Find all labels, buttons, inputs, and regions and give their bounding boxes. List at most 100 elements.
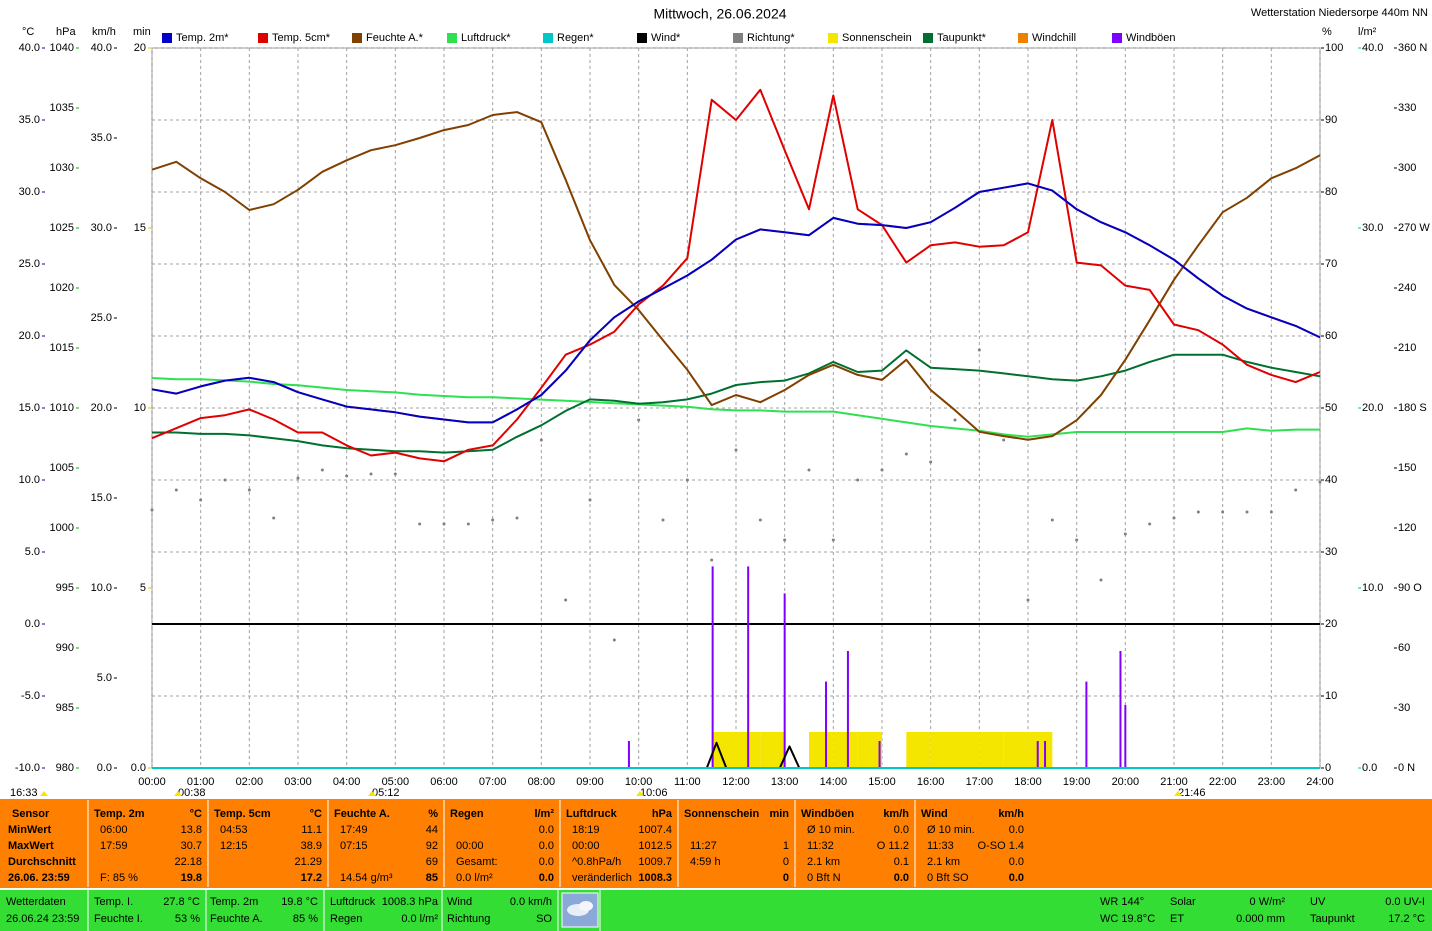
status-label: Taupunkt [1310,913,1355,925]
status-label: Feuchte I. [94,913,143,925]
summary-cell: 11:27 [690,840,717,852]
summary-header: Wind [921,808,948,820]
gust-spike [747,566,750,768]
y-tick-label: 30 [1325,546,1337,558]
x-tick-label: 22:00 [1209,776,1237,788]
summary-header: hPa [652,808,673,820]
y-tick-label: 1005 [50,462,74,474]
direction-dot [345,474,349,478]
direction-dot [1075,538,1079,542]
summary-cell: 1007.4 [638,824,672,836]
y-tick-label: 35.0 [91,132,112,144]
x-tick-label: 07:00 [479,776,507,788]
summary-cell: Ø 10 min. [807,824,855,836]
y-tick-label: 25.0 [91,312,112,324]
y-tick-label: 990 [56,642,74,654]
status-value: 0 W/m² [1250,896,1286,908]
summary-cell: 0.0 [894,872,909,884]
y-tick-label: 15.0 [91,492,112,504]
summary-cell: 0.0 l/m² [456,872,493,884]
summary-cell: 69 [426,856,438,868]
summary-cell: 04:53 [220,824,248,836]
legend-swatch [828,33,838,43]
status-wr: WR 144° [1100,896,1144,908]
direction-dot [1050,518,1054,522]
y-tick-label: 985 [56,702,74,714]
direction-dot [150,508,154,512]
direction-dot [904,452,908,456]
summary-cell: 0.0 [1009,856,1024,868]
x-tick-label: 11:00 [674,776,701,788]
chart-title: Mittwoch, 26.06.2024 [653,6,786,22]
time-marker: 10:06 [640,787,668,799]
y-tick-label: 210 [1398,342,1416,354]
direction-dot [637,418,641,422]
direction-dot [1002,438,1006,442]
direction-dot [247,488,251,492]
x-tick-label: 20:00 [1112,776,1140,788]
legend-swatch [923,33,933,43]
legend-swatch [543,33,553,43]
y-tick-label: 1015 [50,342,74,354]
legend-swatch [352,33,362,43]
status-value: 0.0 l/m² [401,913,438,925]
x-tick-label: 09:00 [576,776,604,788]
y-tick-label: 5.0 [97,672,112,684]
summary-cell: 14.54 g/m³ [340,872,393,884]
status-station: 26.06.24 23:59 [6,913,79,925]
x-tick-label: 05:00 [382,776,410,788]
summary-header: Luftdruck [566,808,618,820]
marker-icon [368,791,376,796]
direction-dot [758,518,762,522]
y-tick-label: 10.0 [19,474,40,486]
summary-cell: 17.2 [301,872,322,884]
sunshine-bar [1003,732,1028,768]
x-tick-label: 18:00 [1014,776,1042,788]
summary-header: °C [310,808,322,820]
status-wc: WC 19.8°C [1100,913,1155,925]
time-marker: 21:46 [1178,787,1206,799]
y-tick-label: 80 [1325,186,1337,198]
summary-cell: Durchschnitt [8,856,76,868]
status-label: Temp. 2m [210,896,258,908]
summary-header: l/m² [534,808,554,820]
status-value: SO [536,913,552,925]
direction-dot [977,348,981,352]
y-tick-label: 10 [1325,690,1337,702]
sunshine-bar [1028,732,1053,768]
series-line [152,349,1321,454]
legend-swatch [447,33,457,43]
y-tick-label: 150 [1398,462,1416,474]
legend-label: Windböen [1126,32,1176,44]
direction-dot [685,478,689,482]
legend-swatch [162,33,172,43]
status-label: UV [1310,896,1326,908]
summary-cell: 0.0 [894,824,909,836]
summary-header: Sensor [12,808,50,820]
status-value: 27.8 °C [163,896,200,908]
x-tick-label: 03:00 [284,776,312,788]
direction-dot [369,472,373,476]
summary-cell: MaxWert [8,840,54,852]
y-tick-label: 1010 [50,402,74,414]
sunshine-bar [979,732,1004,768]
direction-dot [1245,510,1249,514]
summary-cell: 0 Bft N [807,872,841,884]
y-tick-label: 40.0 [1362,42,1383,54]
status-station: Wetterdaten [6,896,66,908]
status-value: 17.2 °C [1388,913,1425,925]
direction-dot [783,538,787,542]
summary-cell: 2.1 km [927,856,960,868]
summary-header: % [428,808,438,820]
summary-cell: 00:00 [456,840,484,852]
y-tick-label: 0 N [1398,762,1415,774]
y-tick-label: 300 [1398,162,1416,174]
x-tick-label: 19:00 [1063,776,1091,788]
gust-spike [783,593,786,768]
y-tick-label: 10 [134,402,146,414]
summary-cell: 11.1 [301,824,322,836]
y-tick-label: 100 [1325,42,1343,54]
summary-cell: 26.06. 23:59 [8,872,70,884]
